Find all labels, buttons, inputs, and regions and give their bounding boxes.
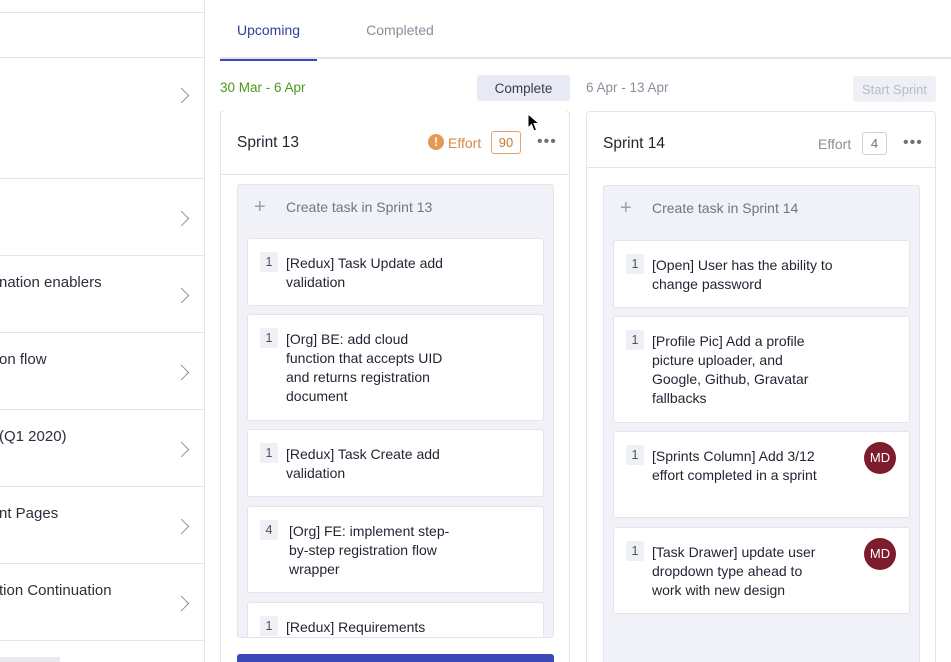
task-points: 1 bbox=[260, 252, 278, 272]
chevron-right-icon bbox=[173, 287, 190, 304]
task-title: [Sprints Column] Add 3/12 effort complet… bbox=[652, 448, 817, 483]
task-title: [Profile Pic] Add a profile picture uplo… bbox=[652, 333, 809, 406]
sprint-column: Sprint 13 ! Effort 90 ••• + Create task … bbox=[220, 111, 570, 662]
epic-row-label: nation enablers bbox=[0, 274, 102, 291]
sprint-title: Sprint 13 bbox=[237, 134, 300, 151]
sprint-header: Sprint 14 Effort 4 ••• bbox=[587, 112, 935, 168]
chevron-right-icon bbox=[173, 87, 190, 104]
assignee-avatar[interactable]: MD bbox=[864, 442, 896, 474]
complete-sprint-button[interactable]: Complete bbox=[477, 75, 570, 101]
sprint-title: Sprint 14 bbox=[603, 135, 666, 152]
create-task-label: Create task in Sprint 14 bbox=[652, 200, 799, 216]
sprint-task-list: + Create task in Sprint 13 1 [Redux] Tas… bbox=[237, 184, 554, 638]
epic-row[interactable]: (Q1 2020) bbox=[0, 410, 204, 487]
create-task-button[interactable]: + Create task in Sprint 13 bbox=[238, 185, 553, 229]
task-card[interactable]: 1 [Open] User has the ability to change … bbox=[613, 240, 910, 308]
task-card[interactable]: 4 [Org] FE: implement step-by-step regis… bbox=[247, 506, 544, 593]
effort-value: 4 bbox=[862, 132, 887, 155]
task-points: 1 bbox=[260, 616, 278, 636]
exclamation-circle-icon: ! bbox=[428, 134, 444, 150]
create-task-button[interactable]: + Create task in Sprint 14 bbox=[604, 186, 919, 230]
sprint-tabs: Upcoming Completed bbox=[220, 0, 951, 61]
chevron-right-icon bbox=[173, 518, 190, 535]
task-points: 1 bbox=[626, 445, 644, 465]
plus-icon: + bbox=[254, 196, 266, 218]
task-title: [Redux] Task Create add validation bbox=[286, 446, 440, 481]
task-points: 4 bbox=[260, 520, 278, 540]
start-sprint-button[interactable]: Start Sprint bbox=[853, 76, 936, 102]
task-card[interactable]: 1 [Task Drawer] update user dropdown typ… bbox=[613, 527, 910, 614]
task-title: [Redux] Requirements bbox=[286, 619, 426, 635]
create-task-label: Create task in Sprint 13 bbox=[286, 199, 433, 215]
task-title: [Open] User has the ability to change pa… bbox=[652, 257, 833, 292]
epic-row[interactable] bbox=[0, 179, 204, 256]
epic-row[interactable] bbox=[0, 0, 204, 13]
epic-row[interactable] bbox=[0, 13, 204, 58]
task-title: [Org] FE: implement step-by-step registr… bbox=[289, 523, 450, 577]
epic-row-partial bbox=[0, 657, 60, 662]
epic-row-label: tion Continuation bbox=[0, 582, 112, 599]
task-card[interactable]: 1 [Redux] Task Create add validation bbox=[247, 429, 544, 497]
tab-completed[interactable]: Completed bbox=[366, 22, 434, 38]
epic-row-label: nt Pages bbox=[0, 505, 59, 522]
assignee-avatar[interactable]: MD bbox=[864, 538, 896, 570]
epic-row[interactable] bbox=[0, 58, 204, 179]
plus-icon: + bbox=[620, 197, 632, 219]
task-points: 1 bbox=[260, 328, 278, 348]
sprint-header: Sprint 13 ! Effort 90 ••• bbox=[221, 119, 569, 175]
task-title: [Redux] Task Update add validation bbox=[286, 255, 443, 290]
epic-row[interactable]: nt Pages bbox=[0, 487, 204, 564]
mouse-cursor-icon bbox=[527, 113, 541, 132]
add-task-button-partial[interactable] bbox=[237, 654, 554, 662]
epic-row-label: (Q1 2020) bbox=[0, 428, 67, 445]
epic-row[interactable]: tion Continuation bbox=[0, 564, 204, 641]
task-title: [Task Drawer] update user dropdown type … bbox=[652, 544, 816, 598]
task-card[interactable]: 1 [Sprints Column] Add 3/12 effort compl… bbox=[613, 431, 910, 518]
task-card[interactable]: 1 [Org] BE: add cloud function that acce… bbox=[247, 314, 544, 421]
more-horizontal-icon[interactable]: ••• bbox=[903, 134, 923, 151]
task-card[interactable]: 1 [Redux] Requirements bbox=[247, 602, 544, 637]
epic-row[interactable]: on flow bbox=[0, 333, 204, 410]
task-card[interactable]: 1 [Redux] Task Update add validation bbox=[247, 238, 544, 306]
task-points: 1 bbox=[626, 330, 644, 350]
chevron-right-icon bbox=[173, 595, 190, 612]
chevron-right-icon bbox=[173, 441, 190, 458]
sprint-date-range: 6 Apr - 13 Apr bbox=[586, 80, 669, 95]
effort-value: 90 bbox=[491, 131, 521, 154]
effort-label: Effort bbox=[448, 135, 482, 151]
task-points: 1 bbox=[260, 443, 278, 463]
task-card[interactable]: 1 [Profile Pic] Add a profile picture up… bbox=[613, 316, 910, 423]
task-points: 1 bbox=[626, 254, 644, 274]
epic-list-panel: nation enablers on flow (Q1 2020) nt Pag… bbox=[0, 0, 205, 662]
sprint-task-list: + Create task in Sprint 14 1 [Open] User… bbox=[603, 185, 920, 662]
effort-label: Effort bbox=[818, 136, 852, 152]
epic-row-label: on flow bbox=[0, 351, 47, 368]
task-title: [Org] BE: add cloud function that accept… bbox=[286, 331, 443, 404]
sprint-date-range: 30 Mar - 6 Apr bbox=[220, 80, 306, 95]
chevron-right-icon bbox=[173, 364, 190, 381]
chevron-right-icon bbox=[173, 210, 190, 227]
task-points: 1 bbox=[626, 541, 644, 561]
epic-row[interactable]: nation enablers bbox=[0, 256, 204, 333]
tab-upcoming[interactable]: Upcoming bbox=[220, 0, 317, 61]
more-horizontal-icon[interactable]: ••• bbox=[537, 133, 557, 150]
sprint-column: Sprint 14 Effort 4 ••• + Create task in … bbox=[586, 111, 936, 662]
